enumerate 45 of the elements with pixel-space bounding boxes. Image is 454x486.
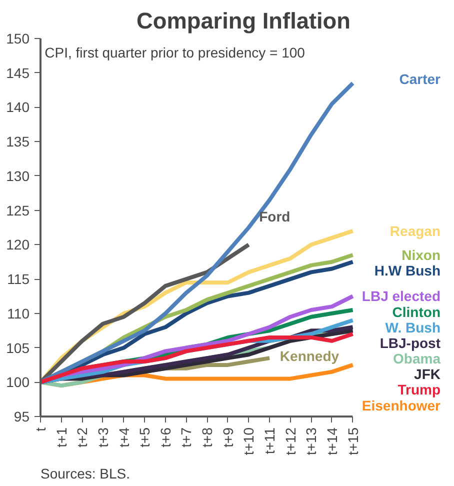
text: Trump bbox=[398, 382, 440, 398]
y-tick-label: 140 bbox=[6, 99, 30, 116]
y-tick-label: 100 bbox=[6, 374, 30, 390]
y-tick-label: 145 bbox=[6, 64, 30, 81]
text: Carter bbox=[399, 71, 442, 88]
chart-title: Comparing Inflation bbox=[136, 8, 350, 34]
series-label: Ford bbox=[259, 208, 290, 225]
text: Reagan bbox=[390, 222, 441, 239]
x-tick-label: t+1 bbox=[53, 427, 70, 448]
x-tick-label: t+9 bbox=[220, 427, 236, 448]
x-tick-label: t bbox=[32, 427, 48, 432]
series-label: LBJ elected bbox=[362, 288, 441, 304]
text: JFK bbox=[414, 366, 441, 382]
text: Eisenhower bbox=[362, 397, 442, 414]
x-tick-label: t+5 bbox=[136, 427, 153, 448]
y-tick-label: 105 bbox=[6, 340, 30, 356]
x-tick-label: t+8 bbox=[199, 427, 216, 448]
x-tick-label: t+2 bbox=[74, 427, 90, 448]
x-tick-label: t+13 bbox=[303, 427, 320, 456]
y-tick-label: 125 bbox=[6, 202, 30, 218]
x-tick-label: t+3 bbox=[94, 427, 111, 448]
y-tick-label: 130 bbox=[6, 168, 30, 184]
y-tick-label: 110 bbox=[7, 305, 30, 322]
text: Clinton bbox=[392, 304, 441, 320]
text: LBJ-post bbox=[380, 334, 441, 351]
series-label: Kennedy bbox=[280, 348, 340, 364]
y-tick-label: 150 bbox=[6, 30, 30, 46]
y-tick-label: 115 bbox=[7, 271, 30, 288]
x-tick-label: t+6 bbox=[157, 427, 174, 448]
x-tick-label: t+14 bbox=[324, 427, 340, 456]
y-tick-label: 95 bbox=[14, 408, 30, 424]
x-tick-label: t+7 bbox=[178, 427, 194, 448]
source-note: Sources: BLS. bbox=[40, 466, 130, 482]
x-tick-label: t+15 bbox=[344, 427, 361, 456]
x-tick-label: t+12 bbox=[282, 427, 298, 456]
y-tick-label: 135 bbox=[6, 134, 30, 150]
x-tick-label: t+11 bbox=[262, 427, 278, 454]
y-tick-label: 120 bbox=[6, 236, 30, 253]
x-tick-label: t+4 bbox=[116, 427, 132, 448]
text: Obama bbox=[393, 350, 441, 367]
series-label: H.W Bush bbox=[374, 262, 441, 279]
text: Nixon bbox=[402, 246, 440, 263]
x-tick-label: t+10 bbox=[240, 427, 257, 456]
annotation: CPI, first quarter prior to presidency = 100 bbox=[44, 44, 306, 60]
text: W. Bush bbox=[385, 319, 441, 336]
